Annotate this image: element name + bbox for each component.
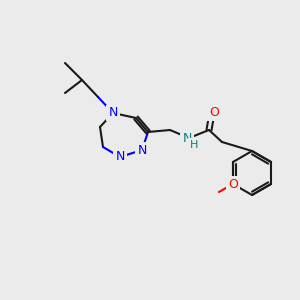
Text: H: H [190,140,198,150]
Text: N: N [182,131,192,145]
Text: N: N [115,151,125,164]
Text: N: N [137,143,147,157]
Text: N: N [108,106,118,119]
Text: O: O [228,178,238,190]
Text: O: O [209,106,219,119]
